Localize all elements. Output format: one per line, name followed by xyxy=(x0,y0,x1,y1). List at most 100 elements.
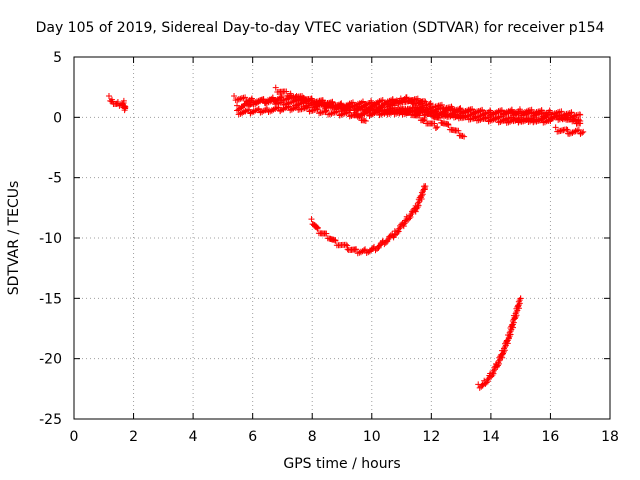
data-point xyxy=(508,108,515,115)
data-point xyxy=(322,108,329,115)
data-point xyxy=(277,94,284,101)
data-point xyxy=(431,120,438,127)
series-1 xyxy=(105,84,587,140)
data-point xyxy=(323,107,330,114)
data-point xyxy=(426,101,433,108)
y-tick-label: -5 xyxy=(48,171,62,187)
x-tick-label: 10 xyxy=(363,429,381,445)
data-point xyxy=(561,112,568,119)
data-point xyxy=(379,96,386,103)
x-tick-label: 4 xyxy=(189,429,198,445)
grid xyxy=(74,57,610,419)
data-point xyxy=(432,124,439,131)
data-point xyxy=(360,247,367,254)
data-point xyxy=(439,109,446,116)
data-point xyxy=(445,121,452,128)
data-point xyxy=(406,215,413,222)
data-point xyxy=(538,109,545,116)
data-point xyxy=(577,111,584,118)
tick-labels: 0 2 4 6 8 10 12 14 16 18 -25 -20 -15 -10 -5 0 5 xyxy=(39,50,619,445)
y-tick-label: -15 xyxy=(39,291,62,307)
data-point xyxy=(368,97,375,104)
data-point xyxy=(248,97,255,104)
series-2 xyxy=(308,183,429,257)
data-point xyxy=(427,100,434,107)
data-point xyxy=(517,295,524,302)
data-point xyxy=(455,127,462,134)
data-point xyxy=(457,111,464,118)
data-point xyxy=(547,117,554,124)
data-point xyxy=(400,223,407,230)
data-point xyxy=(412,208,419,215)
data-point xyxy=(402,217,409,224)
x-tick-label: 0 xyxy=(70,429,79,445)
plot-border xyxy=(73,56,611,420)
data-point xyxy=(293,102,300,109)
data-point xyxy=(498,113,505,120)
data-point xyxy=(105,93,112,100)
data-point xyxy=(538,115,545,122)
data-point xyxy=(572,116,579,123)
data-point xyxy=(483,379,490,386)
data-point xyxy=(552,124,559,131)
data-point xyxy=(272,84,279,91)
data-point xyxy=(580,128,587,135)
data-point xyxy=(409,100,416,107)
data-point xyxy=(260,96,267,103)
data-point xyxy=(516,114,523,121)
data-point xyxy=(498,107,505,114)
data-point xyxy=(308,97,315,104)
data-point xyxy=(255,105,262,112)
data-point xyxy=(319,99,326,106)
data-point xyxy=(293,93,300,100)
data-point xyxy=(516,108,523,115)
data-point xyxy=(373,101,380,108)
x-tick-label: 18 xyxy=(601,429,619,445)
x-axis-label: GPS time / hours xyxy=(283,456,401,472)
data-point xyxy=(414,95,421,102)
x-tick-label: 12 xyxy=(422,429,440,445)
data-point xyxy=(422,98,429,105)
data-point xyxy=(362,117,369,124)
data-point xyxy=(469,111,476,118)
data-point xyxy=(323,230,330,237)
data-point xyxy=(362,102,369,109)
data-point xyxy=(409,209,416,216)
data-point xyxy=(479,381,486,388)
data-point xyxy=(421,115,428,122)
data-point xyxy=(263,105,270,112)
data-point xyxy=(422,183,429,190)
data-point xyxy=(394,229,401,236)
data-point xyxy=(299,93,306,100)
data-point xyxy=(484,378,491,385)
y-tick-label: -25 xyxy=(39,412,62,428)
data-point xyxy=(406,107,413,114)
data-point xyxy=(456,105,463,112)
x-tick-label: 8 xyxy=(308,429,317,445)
x-tick-label: 2 xyxy=(129,429,138,445)
data-point xyxy=(108,96,115,103)
data-point xyxy=(349,103,356,110)
data-point xyxy=(347,107,354,114)
series-3 xyxy=(475,295,524,391)
data-point xyxy=(287,90,294,97)
data-point xyxy=(121,104,128,111)
data-point xyxy=(407,213,414,220)
y-tick-label: 5 xyxy=(53,50,62,66)
data-point xyxy=(420,104,427,111)
plot-area xyxy=(105,84,587,391)
data-point xyxy=(448,103,455,110)
data-point xyxy=(332,237,339,244)
data-point xyxy=(437,115,444,122)
data-point xyxy=(396,225,403,232)
data-point xyxy=(434,123,441,130)
data-point xyxy=(395,228,402,235)
data-point xyxy=(461,133,468,140)
data-point xyxy=(245,106,252,113)
data-point xyxy=(234,107,241,114)
data-point xyxy=(114,99,121,106)
data-point xyxy=(231,93,238,100)
data-point xyxy=(391,102,398,109)
x-tick-label: 16 xyxy=(542,429,560,445)
data-point xyxy=(326,100,333,107)
